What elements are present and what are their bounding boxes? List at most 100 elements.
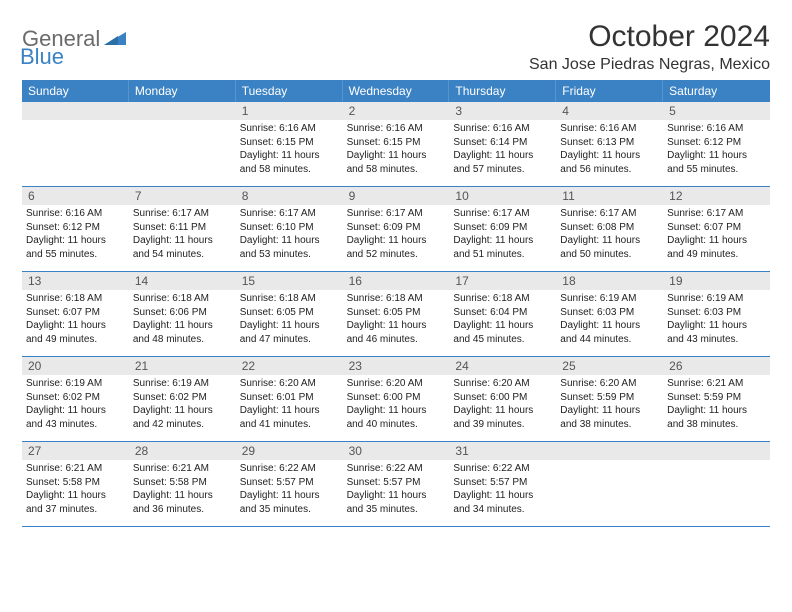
sunrise-text: Sunrise: 6:16 AM bbox=[26, 207, 125, 221]
sunrise-text: Sunrise: 6:19 AM bbox=[133, 377, 232, 391]
sunset-text: Sunset: 5:58 PM bbox=[133, 476, 232, 490]
day-cell: 8Sunrise: 6:17 AMSunset: 6:10 PMDaylight… bbox=[236, 187, 343, 271]
day-body: Sunrise: 6:21 AMSunset: 5:59 PMDaylight:… bbox=[663, 375, 770, 435]
day-body bbox=[129, 120, 236, 180]
day-body: Sunrise: 6:18 AMSunset: 6:05 PMDaylight:… bbox=[236, 290, 343, 350]
sunset-text: Sunset: 6:07 PM bbox=[26, 306, 125, 320]
day-number: 29 bbox=[236, 442, 343, 460]
sunrise-text: Sunrise: 6:16 AM bbox=[453, 122, 552, 136]
day-body: Sunrise: 6:17 AMSunset: 6:08 PMDaylight:… bbox=[556, 205, 663, 265]
sunrise-text: Sunrise: 6:18 AM bbox=[133, 292, 232, 306]
dow-friday: Friday bbox=[556, 80, 663, 102]
sunrise-text: Sunrise: 6:20 AM bbox=[347, 377, 446, 391]
day-number: 13 bbox=[22, 272, 129, 290]
daylight-text: Daylight: 11 hours and 58 minutes. bbox=[347, 149, 446, 176]
day-body: Sunrise: 6:18 AMSunset: 6:05 PMDaylight:… bbox=[343, 290, 450, 350]
week-row: 27Sunrise: 6:21 AMSunset: 5:58 PMDayligh… bbox=[22, 442, 770, 527]
day-body: Sunrise: 6:21 AMSunset: 5:58 PMDaylight:… bbox=[22, 460, 129, 520]
day-number: 7 bbox=[129, 187, 236, 205]
daylight-text: Daylight: 11 hours and 37 minutes. bbox=[26, 489, 125, 516]
calendar: Sunday Monday Tuesday Wednesday Thursday… bbox=[22, 80, 770, 527]
dow-thursday: Thursday bbox=[449, 80, 556, 102]
day-cell: 16Sunrise: 6:18 AMSunset: 6:05 PMDayligh… bbox=[343, 272, 450, 356]
daylight-text: Daylight: 11 hours and 52 minutes. bbox=[347, 234, 446, 261]
sunset-text: Sunset: 6:05 PM bbox=[240, 306, 339, 320]
day-number: 28 bbox=[129, 442, 236, 460]
day-body: Sunrise: 6:17 AMSunset: 6:10 PMDaylight:… bbox=[236, 205, 343, 265]
day-number bbox=[663, 442, 770, 460]
sunset-text: Sunset: 5:58 PM bbox=[26, 476, 125, 490]
day-number: 30 bbox=[343, 442, 450, 460]
day-number: 12 bbox=[663, 187, 770, 205]
day-number: 27 bbox=[22, 442, 129, 460]
sunrise-text: Sunrise: 6:16 AM bbox=[347, 122, 446, 136]
day-cell: 4Sunrise: 6:16 AMSunset: 6:13 PMDaylight… bbox=[556, 102, 663, 186]
daylight-text: Daylight: 11 hours and 57 minutes. bbox=[453, 149, 552, 176]
day-body: Sunrise: 6:16 AMSunset: 6:12 PMDaylight:… bbox=[663, 120, 770, 180]
day-body: Sunrise: 6:22 AMSunset: 5:57 PMDaylight:… bbox=[236, 460, 343, 520]
day-cell: 13Sunrise: 6:18 AMSunset: 6:07 PMDayligh… bbox=[22, 272, 129, 356]
sunrise-text: Sunrise: 6:18 AM bbox=[26, 292, 125, 306]
daylight-text: Daylight: 11 hours and 49 minutes. bbox=[667, 234, 766, 261]
day-cell-empty bbox=[556, 442, 663, 526]
daylight-text: Daylight: 11 hours and 58 minutes. bbox=[240, 149, 339, 176]
day-number: 4 bbox=[556, 102, 663, 120]
sunrise-text: Sunrise: 6:22 AM bbox=[240, 462, 339, 476]
day-number: 3 bbox=[449, 102, 556, 120]
sunrise-text: Sunrise: 6:18 AM bbox=[240, 292, 339, 306]
sunrise-text: Sunrise: 6:17 AM bbox=[560, 207, 659, 221]
sunset-text: Sunset: 5:59 PM bbox=[560, 391, 659, 405]
title-block: October 2024 San Jose Piedras Negras, Me… bbox=[529, 20, 770, 74]
day-cell: 28Sunrise: 6:21 AMSunset: 5:58 PMDayligh… bbox=[129, 442, 236, 526]
sunset-text: Sunset: 5:57 PM bbox=[453, 476, 552, 490]
daylight-text: Daylight: 11 hours and 39 minutes. bbox=[453, 404, 552, 431]
day-body bbox=[556, 460, 663, 520]
day-body: Sunrise: 6:17 AMSunset: 6:07 PMDaylight:… bbox=[663, 205, 770, 265]
day-cell: 12Sunrise: 6:17 AMSunset: 6:07 PMDayligh… bbox=[663, 187, 770, 271]
day-cell: 14Sunrise: 6:18 AMSunset: 6:06 PMDayligh… bbox=[129, 272, 236, 356]
day-cell: 30Sunrise: 6:22 AMSunset: 5:57 PMDayligh… bbox=[343, 442, 450, 526]
week-row: 20Sunrise: 6:19 AMSunset: 6:02 PMDayligh… bbox=[22, 357, 770, 442]
sunrise-text: Sunrise: 6:17 AM bbox=[453, 207, 552, 221]
day-body: Sunrise: 6:22 AMSunset: 5:57 PMDaylight:… bbox=[343, 460, 450, 520]
sunrise-text: Sunrise: 6:19 AM bbox=[667, 292, 766, 306]
day-cell: 17Sunrise: 6:18 AMSunset: 6:04 PMDayligh… bbox=[449, 272, 556, 356]
sunset-text: Sunset: 6:07 PM bbox=[667, 221, 766, 235]
daylight-text: Daylight: 11 hours and 34 minutes. bbox=[453, 489, 552, 516]
week-row: 6Sunrise: 6:16 AMSunset: 6:12 PMDaylight… bbox=[22, 187, 770, 272]
day-cell: 7Sunrise: 6:17 AMSunset: 6:11 PMDaylight… bbox=[129, 187, 236, 271]
sunrise-text: Sunrise: 6:20 AM bbox=[453, 377, 552, 391]
sunset-text: Sunset: 6:00 PM bbox=[453, 391, 552, 405]
daylight-text: Daylight: 11 hours and 47 minutes. bbox=[240, 319, 339, 346]
day-number: 31 bbox=[449, 442, 556, 460]
day-cell: 5Sunrise: 6:16 AMSunset: 6:12 PMDaylight… bbox=[663, 102, 770, 186]
day-body bbox=[663, 460, 770, 520]
sunrise-text: Sunrise: 6:22 AM bbox=[453, 462, 552, 476]
day-body: Sunrise: 6:17 AMSunset: 6:09 PMDaylight:… bbox=[449, 205, 556, 265]
sunset-text: Sunset: 6:04 PM bbox=[453, 306, 552, 320]
header: General October 2024 San Jose Piedras Ne… bbox=[22, 20, 770, 74]
sunset-text: Sunset: 6:03 PM bbox=[667, 306, 766, 320]
day-cell: 21Sunrise: 6:19 AMSunset: 6:02 PMDayligh… bbox=[129, 357, 236, 441]
day-number: 23 bbox=[343, 357, 450, 375]
day-body: Sunrise: 6:22 AMSunset: 5:57 PMDaylight:… bbox=[449, 460, 556, 520]
sunset-text: Sunset: 6:00 PM bbox=[347, 391, 446, 405]
daylight-text: Daylight: 11 hours and 43 minutes. bbox=[667, 319, 766, 346]
day-cell: 20Sunrise: 6:19 AMSunset: 6:02 PMDayligh… bbox=[22, 357, 129, 441]
sunset-text: Sunset: 6:12 PM bbox=[667, 136, 766, 150]
sunset-text: Sunset: 6:13 PM bbox=[560, 136, 659, 150]
day-cell: 9Sunrise: 6:17 AMSunset: 6:09 PMDaylight… bbox=[343, 187, 450, 271]
day-cell: 25Sunrise: 6:20 AMSunset: 5:59 PMDayligh… bbox=[556, 357, 663, 441]
day-body: Sunrise: 6:17 AMSunset: 6:09 PMDaylight:… bbox=[343, 205, 450, 265]
day-number: 14 bbox=[129, 272, 236, 290]
day-cell: 10Sunrise: 6:17 AMSunset: 6:09 PMDayligh… bbox=[449, 187, 556, 271]
day-number: 6 bbox=[22, 187, 129, 205]
daylight-text: Daylight: 11 hours and 46 minutes. bbox=[347, 319, 446, 346]
day-cell: 22Sunrise: 6:20 AMSunset: 6:01 PMDayligh… bbox=[236, 357, 343, 441]
sunrise-text: Sunrise: 6:17 AM bbox=[347, 207, 446, 221]
daylight-text: Daylight: 11 hours and 35 minutes. bbox=[240, 489, 339, 516]
sunrise-text: Sunrise: 6:16 AM bbox=[560, 122, 659, 136]
dow-saturday: Saturday bbox=[663, 80, 770, 102]
day-cell: 24Sunrise: 6:20 AMSunset: 6:00 PMDayligh… bbox=[449, 357, 556, 441]
day-number: 19 bbox=[663, 272, 770, 290]
